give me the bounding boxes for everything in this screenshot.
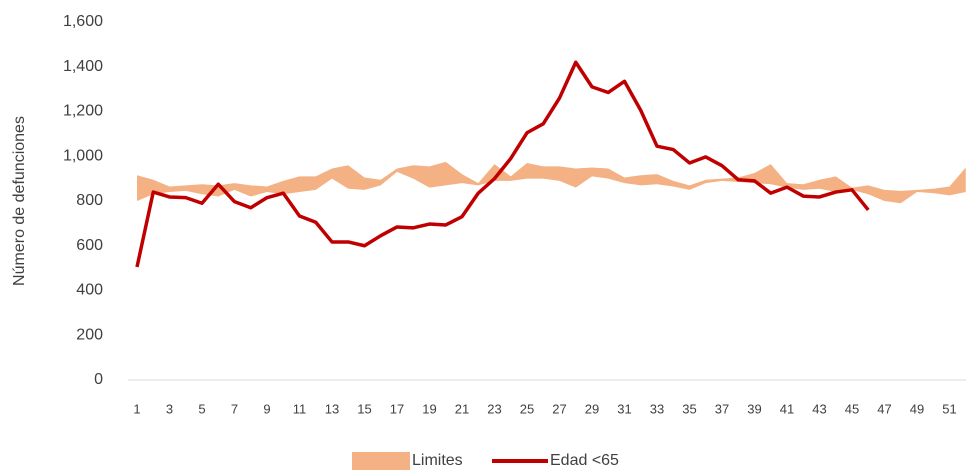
y-tick-label: 1,200 <box>63 103 103 120</box>
x-tick-label: 21 <box>455 401 469 416</box>
x-tick-label: 45 <box>845 401 859 416</box>
limits-band <box>137 161 966 204</box>
x-tick-label: 23 <box>487 401 501 416</box>
x-tick-label: 39 <box>747 401 761 416</box>
x-tick-label: 33 <box>650 401 664 416</box>
x-tick-label: 43 <box>812 401 826 416</box>
x-tick-label: 9 <box>263 401 270 416</box>
y-tick-label: 1,000 <box>63 147 103 164</box>
x-tick-label: 31 <box>617 401 631 416</box>
y-tick-label: 600 <box>76 237 103 254</box>
y-tick-label: 200 <box>76 326 103 343</box>
x-tick-label: 51 <box>942 401 956 416</box>
series-line <box>135 60 870 268</box>
x-tick-label: 35 <box>682 401 696 416</box>
legend-label: Limites <box>412 452 463 469</box>
x-tick-label: 7 <box>231 401 238 416</box>
x-tick-label: 3 <box>166 401 173 416</box>
y-tick-label: 1,400 <box>63 58 103 75</box>
x-tick-label: 1 <box>133 401 140 416</box>
y-axis-title: Número de defunciones <box>11 116 28 286</box>
x-tick-label: 15 <box>357 401 371 416</box>
y-tick-label: 1,600 <box>63 13 103 30</box>
x-tick-label: 49 <box>910 401 924 416</box>
x-tick-label: 19 <box>422 401 436 416</box>
x-tick-label: 47 <box>877 401 891 416</box>
x-tick-label: 11 <box>293 401 307 416</box>
y-tick-label: 400 <box>76 282 103 299</box>
x-tick-label: 17 <box>390 401 404 416</box>
x-tick-label: 41 <box>780 401 794 416</box>
legend-label: Edad <65 <box>550 452 619 469</box>
x-tick-label: 29 <box>585 401 599 416</box>
x-tick-label: 27 <box>552 401 566 416</box>
x-tick-label: 13 <box>325 401 339 416</box>
x-tick-label: 25 <box>520 401 534 416</box>
legend-swatch <box>352 452 410 470</box>
y-tick-label: 0 <box>94 371 103 388</box>
x-tick-label: 5 <box>198 401 205 416</box>
y-tick-label: 800 <box>76 192 103 209</box>
x-tick-label: 37 <box>715 401 729 416</box>
